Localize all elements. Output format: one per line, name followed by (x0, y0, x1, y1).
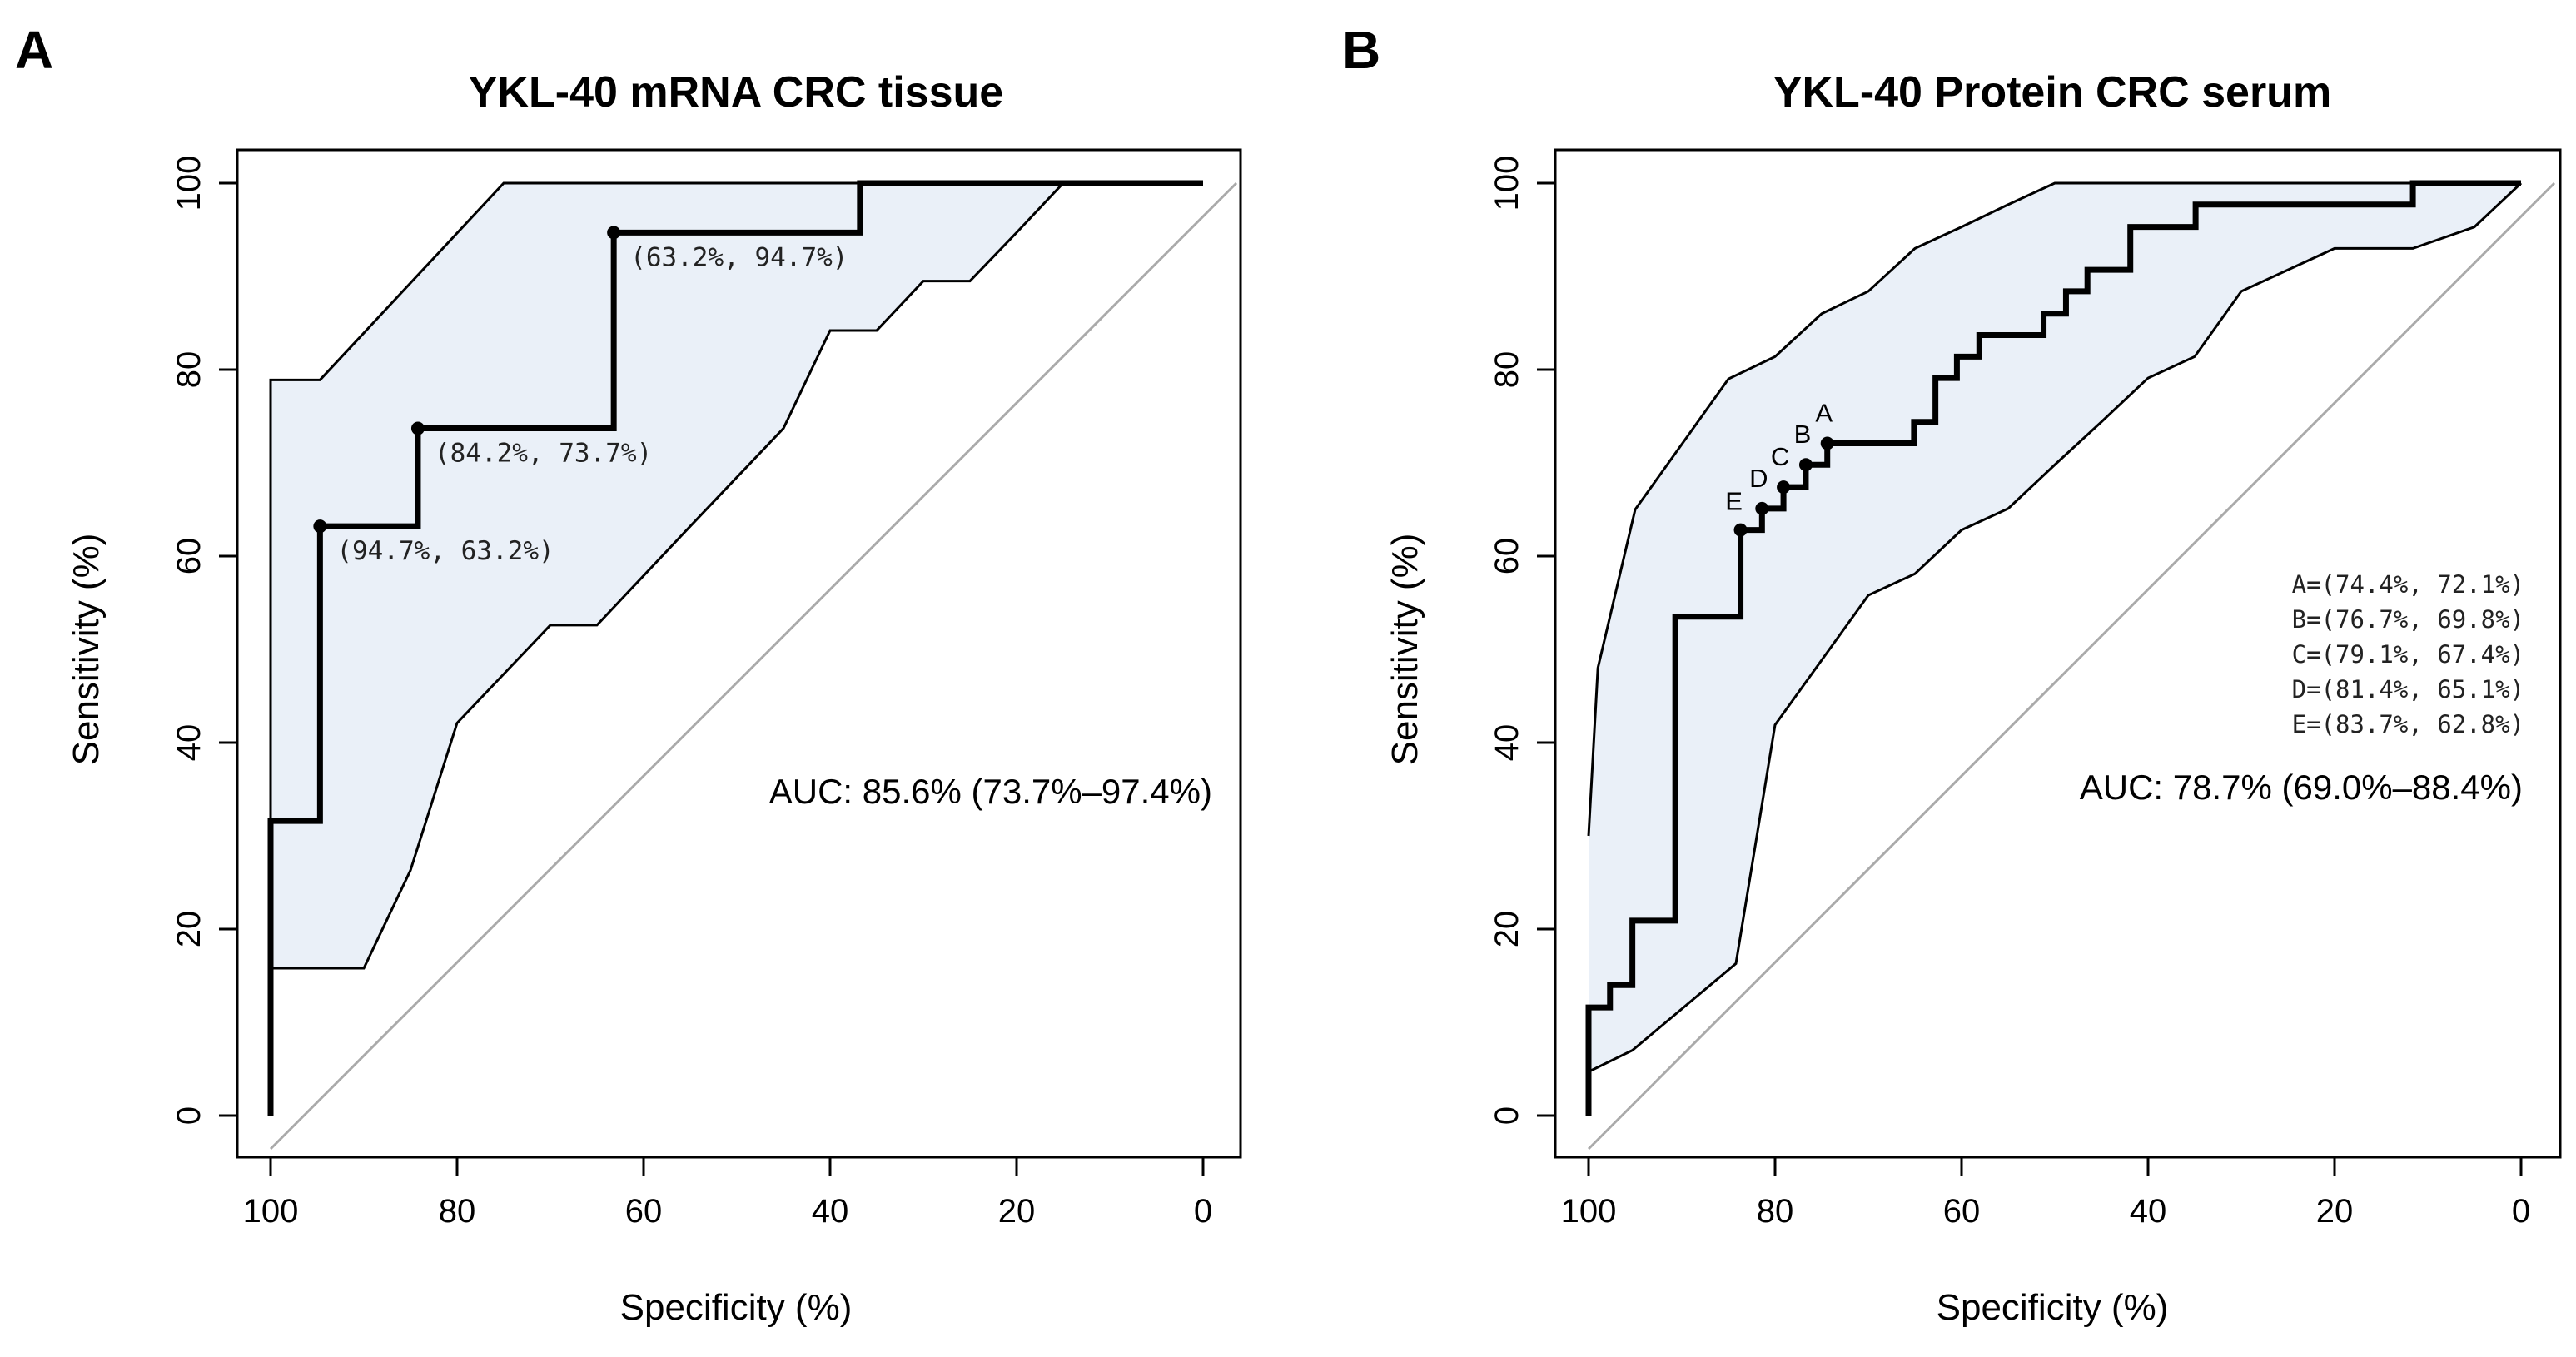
y-axis-label-a: Sensitivity (%) (66, 534, 107, 766)
x-tick-label-b: 100 (1561, 1193, 1617, 1230)
auc-text-b: AUC: 78.7% (69.0%–88.4%) (2080, 768, 2523, 807)
x-tick-label-a: 60 (625, 1193, 663, 1230)
y-tick-label-b: 0 (1489, 1106, 1525, 1125)
y-tick-label-b: 80 (1489, 351, 1525, 389)
point-letter-b: E (1725, 487, 1743, 516)
ci-upper-line-a (269, 181, 1203, 969)
panel-b: B YKL-40 Protein CRC serum 100 80 60 40 20 0 0… (1342, 20, 2562, 1328)
x-axis-label-b: Specificity (%) (1937, 1287, 2169, 1328)
point-letter-b: B (1794, 420, 1812, 449)
roc-curve-b (1585, 180, 2521, 1116)
x-axis-label-a: Specificity (%) (620, 1287, 853, 1328)
cutoff-point-b (1820, 436, 1834, 450)
y-tick-label-a: 100 (171, 156, 207, 211)
ci-band-b (1589, 183, 2521, 1072)
y-tick-label-b: 40 (1489, 724, 1525, 762)
diagonal-reference-b (1587, 181, 2556, 1151)
panel-letter-b: B (1342, 20, 1380, 80)
point-label-a: (94.7%, 63.2%) (336, 536, 554, 566)
plot-area-a: 100 80 60 40 20 0 0 20 40 60 80 100 (94.7%, 63.2%) (8… (171, 148, 1242, 1230)
point-label-a: (63.2%, 94.7%) (630, 242, 848, 272)
cutoff-point-a (313, 519, 327, 534)
y-axis-label-b: Sensitivity (%) (1385, 534, 1425, 766)
y-tick-label-a: 60 (171, 538, 207, 575)
y-tick-label-b: 100 (1489, 156, 1525, 211)
cutoff-point-b (1777, 480, 1791, 495)
x-tick-label-b: 0 (2512, 1193, 2530, 1230)
ci-lower-line-a (271, 181, 1203, 970)
panel-a: A YKL-40 mRNA CRC tissue 100 80 60 40 20 0 0 20… (15, 20, 1242, 1328)
auc-text-a: AUC: 85.6% (73.7%–97.4%) (769, 772, 1212, 811)
diagonal-reference-a (269, 181, 1238, 1151)
y-tick-label-a: 0 (171, 1106, 207, 1125)
x-tick-label-a: 20 (998, 1193, 1036, 1230)
x-tick-label-a: 40 (812, 1193, 849, 1230)
x-tick-label-b: 20 (2316, 1193, 2354, 1230)
point-letter-b: C (1771, 442, 1789, 471)
chart-title-b: YKL-40 Protein CRC serum (1773, 68, 2331, 117)
legend-entry-b: D=(81.4%, 65.1%) (2292, 675, 2524, 703)
x-tick-label-b: 80 (1757, 1193, 1794, 1230)
cutoff-point-b (1798, 458, 1813, 472)
ci-band-a (271, 183, 1203, 969)
cutoff-point-b (1755, 501, 1769, 515)
legend-entry-b: B=(76.7%, 69.8%) (2292, 605, 2524, 634)
legend-entry-b: E=(83.7%, 62.8%) (2292, 710, 2524, 738)
chart-title-a: YKL-40 mRNA CRC tissue (469, 68, 1003, 117)
ci-upper-line-b (1587, 181, 2521, 837)
x-tick-label-a: 80 (439, 1193, 476, 1230)
y-tick-label-a: 40 (171, 724, 207, 762)
plot-frame-a (236, 148, 1242, 1159)
panel-letter-a: A (15, 20, 53, 80)
point-letter-b: D (1749, 464, 1768, 493)
y-tick-label-a: 20 (171, 911, 207, 948)
cutoff-point-a (410, 421, 425, 435)
x-tick-label-b: 60 (1943, 1193, 1981, 1230)
legend-entry-b: C=(79.1%, 67.4%) (2292, 640, 2524, 669)
y-tick-label-b: 60 (1489, 538, 1525, 575)
x-tick-label-b: 40 (2130, 1193, 2167, 1230)
point-label-a: (84.2%, 73.7%) (435, 439, 652, 469)
y-tick-label-b: 20 (1489, 911, 1525, 948)
plot-frame-b (1554, 148, 2562, 1159)
legend-entry-b: A=(74.4%, 72.1%) (2292, 570, 2524, 599)
x-tick-label-a: 0 (1194, 1193, 1212, 1230)
y-tick-label-a: 80 (171, 351, 207, 389)
ci-lower-line-b (1588, 181, 2523, 1073)
cutoff-point-a (607, 226, 621, 240)
cutoff-point-b (1733, 523, 1748, 537)
point-letter-b: A (1815, 398, 1833, 427)
x-tick-label-a: 100 (243, 1193, 299, 1230)
